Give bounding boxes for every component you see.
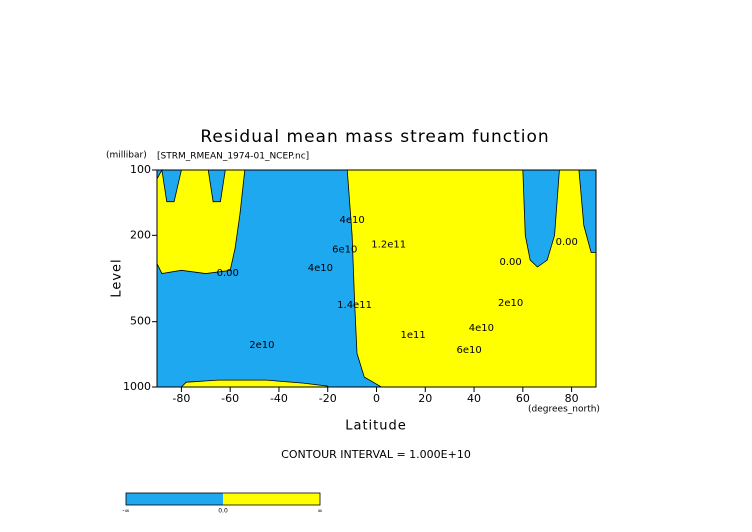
contour-label: 6e10 (332, 245, 357, 256)
colorbar-label: -∞ (122, 508, 129, 515)
x-tick-label: 0 (373, 392, 380, 405)
filled-region (156, 168, 246, 274)
colorbar-swatch (126, 493, 223, 505)
contour-label: 0.00 (500, 257, 522, 268)
colorbar: -∞ 0.0 ∞ (122, 492, 323, 515)
contour-label: 0.00 (556, 237, 578, 248)
x-axis-label: Latitude (345, 419, 407, 434)
x-unit: (degrees_north) (528, 405, 600, 415)
subtitle: [STRM_RMEAN_1974-01_NCEP.nc] (157, 152, 309, 162)
x-tick-label: 80 (565, 392, 579, 405)
x-tick-label: -60 (221, 392, 239, 405)
colorbar-swatch (223, 493, 320, 505)
colorbar-label: ∞ (318, 508, 323, 515)
contour-label: 2e10 (249, 340, 274, 351)
colorbar-label: 0.0 (218, 508, 228, 515)
contour-note: CONTOUR INTERVAL = 1.000E+10 (281, 448, 471, 461)
y-tick-label: 500 (130, 315, 151, 328)
x-tick-label: 60 (516, 392, 530, 405)
y-tick-label: 1000 (123, 380, 151, 393)
filled-region (346, 169, 597, 388)
chart-title: Residual mean mass stream function (200, 127, 549, 147)
contour-label: 4e10 (308, 263, 333, 274)
contour-label: 1e11 (400, 330, 425, 341)
x-tick-label: -80 (172, 392, 190, 405)
contour-label: 2e10 (498, 298, 523, 309)
contour-label: 0.00 (217, 268, 239, 279)
colorbar-frame (125, 492, 321, 506)
x-tick-label: -40 (270, 392, 288, 405)
y-axis-label: Level (110, 258, 125, 297)
plot-area: 0.00 2e10 4e10 4e10 6e10 1.2e11 1.4e11 1e11 2e10… (123, 163, 597, 405)
y-tick-label: 200 (130, 228, 151, 241)
x-tick-label: 40 (467, 392, 481, 405)
contour-label: 6e10 (457, 345, 482, 356)
y-tick-label: 100 (130, 163, 151, 176)
x-tick-label: 20 (418, 392, 432, 405)
y-unit: (millibar) (106, 151, 147, 161)
contour-label: 1.4e11 (337, 300, 372, 311)
x-tick-label: -20 (319, 392, 337, 405)
contour-label: 1.2e11 (371, 239, 406, 250)
contour-label: 4e10 (469, 323, 494, 334)
contour-label: 4e10 (339, 215, 364, 226)
